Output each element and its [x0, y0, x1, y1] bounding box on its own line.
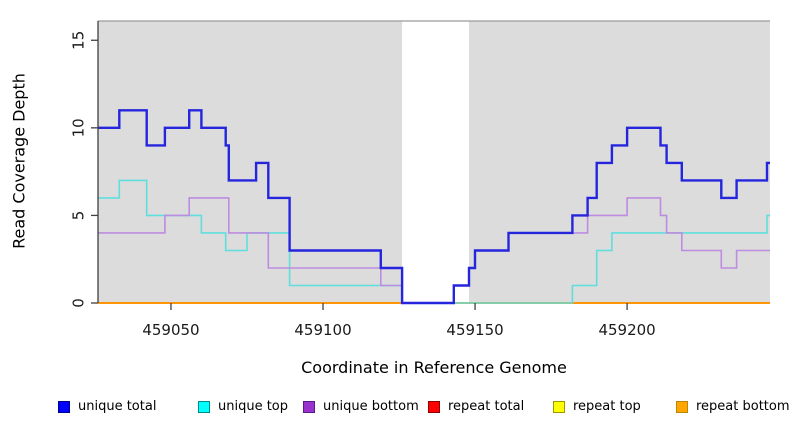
series-group — [98, 109, 770, 305]
x-tick-label: 459050 — [142, 321, 199, 339]
y-tick-label: 5 — [70, 211, 88, 221]
legend-item-repeat-total: repeat total — [428, 399, 524, 414]
y-tick-label: 15 — [70, 31, 88, 50]
legend-swatch-unique-bottom-icon — [303, 400, 315, 413]
y-tick-label: 0 — [70, 298, 88, 308]
x-tick-label: 459200 — [598, 321, 655, 339]
y-tick-label: 10 — [70, 118, 88, 137]
legend-item-unique-bottom: unique bottom — [303, 399, 419, 414]
legend-label: unique top — [218, 399, 289, 414]
x-tick-label: 459100 — [294, 321, 351, 339]
y-axis-title: Read Coverage Depth — [9, 73, 29, 249]
x-axis-title: Coordinate in Reference Genome — [301, 358, 567, 377]
legend-item-repeat-top: repeat top — [553, 399, 641, 414]
legend-swatch-repeat-total-icon — [428, 400, 440, 413]
legend-label: repeat bottom — [696, 399, 790, 414]
series-line-unique-top — [98, 179, 770, 304]
legend-item-unique-total: unique total — [58, 399, 156, 414]
x-tick-label: 459150 — [446, 321, 503, 339]
masked-repeat-region — [402, 21, 469, 303]
legend-swatch-unique-top-icon — [198, 400, 210, 413]
legend-swatch-repeat-top-icon — [553, 400, 565, 413]
series-line-unique-total — [98, 109, 770, 305]
legend-label: unique total — [78, 399, 157, 414]
legend-label: unique bottom — [323, 399, 419, 414]
legend-label: repeat top — [573, 399, 641, 414]
legend-item-repeat-bottom: repeat bottom — [676, 399, 790, 414]
legend-item-unique-top: unique top — [198, 399, 288, 414]
legend-label: repeat total — [448, 399, 525, 414]
legend-swatch-repeat-bottom-icon — [676, 400, 688, 413]
legend-swatch-unique-total-icon — [58, 400, 70, 413]
